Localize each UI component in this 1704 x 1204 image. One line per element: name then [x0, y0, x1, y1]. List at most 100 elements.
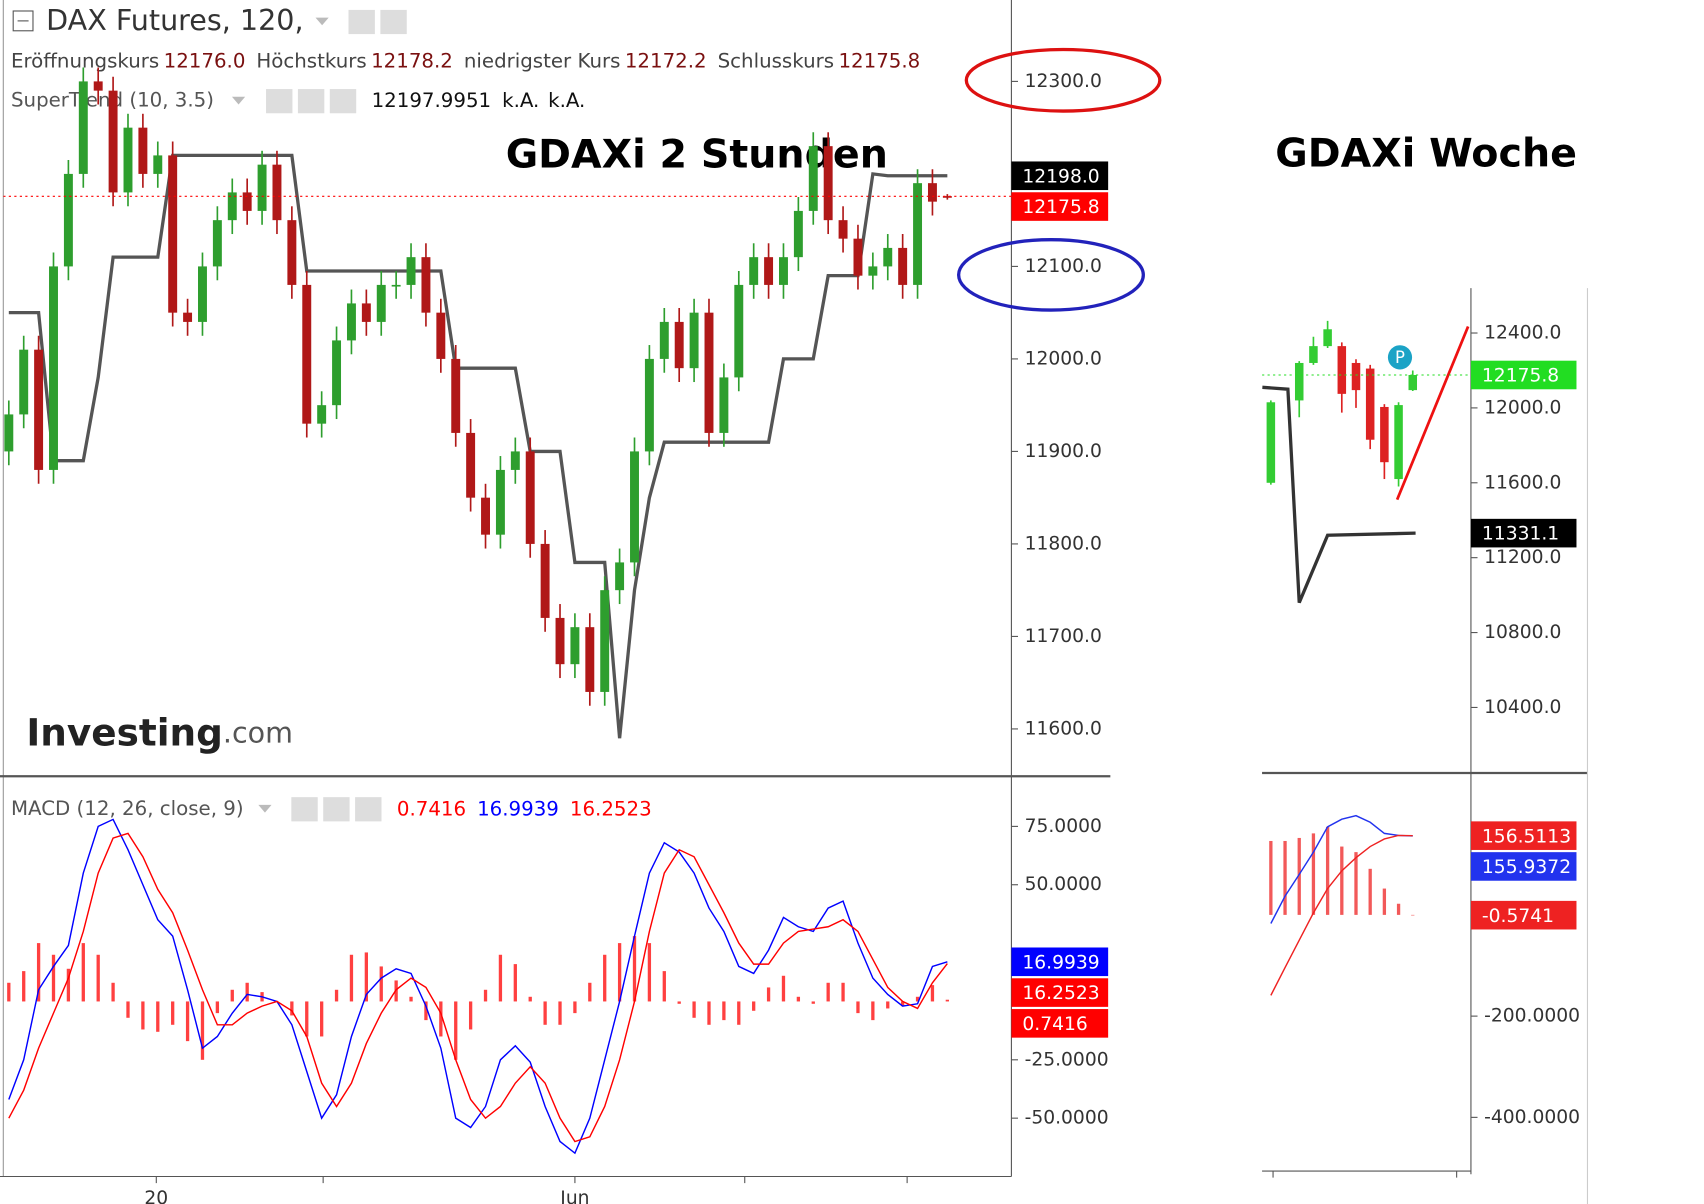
histogram-bar [1411, 914, 1415, 916]
candle-body [1309, 346, 1318, 363]
candle-body [1337, 346, 1347, 394]
histogram-bar [737, 1001, 741, 1025]
price-label: 12175.8 [1022, 197, 1099, 218]
candle-body [1294, 362, 1304, 401]
dropdown-icon[interactable] [231, 96, 246, 105]
histogram-bar [811, 1001, 815, 1004]
remove-icon[interactable] [329, 89, 357, 114]
candle-body [227, 192, 237, 221]
histogram-bar [215, 1001, 220, 1014]
collapse-icon[interactable] [12, 10, 34, 32]
indicator-values: 0.7416 16.9939 16.2523 [397, 797, 652, 820]
indicator-line [1270, 834, 1413, 996]
histogram-bar [81, 943, 85, 1002]
candle-body [153, 155, 163, 174]
candle-body [808, 146, 818, 211]
candle-body [823, 146, 833, 221]
y-tick-label: 12000.0 [1025, 348, 1102, 369]
indicator-value: 0.7416 [397, 797, 466, 820]
candle-body [540, 543, 550, 618]
histogram-bar [692, 1001, 696, 1018]
y-tick-label: -25.0000 [1025, 1049, 1109, 1070]
candle-body [436, 312, 446, 359]
histogram-bar [1368, 868, 1372, 915]
trend-line [1395, 325, 1470, 501]
legend-value: 12172.2 [625, 49, 707, 72]
price-label-box [1011, 192, 1109, 221]
candle-body [600, 590, 610, 692]
candle-body [615, 562, 625, 591]
candle-body [883, 247, 893, 267]
candle-body [1323, 329, 1332, 347]
dropdown-icon[interactable] [258, 804, 272, 813]
histogram-bar [141, 1001, 145, 1030]
histogram-bar [603, 954, 607, 1002]
histogram-bar [409, 996, 413, 1002]
y-tick-label: 12000.0 [1484, 397, 1561, 418]
histogram-bar [96, 954, 100, 1002]
histogram-bar [230, 989, 234, 1002]
dropdown-icon[interactable] [315, 17, 329, 26]
indicator-value: 16.9939 [477, 797, 559, 820]
histogram-bar [558, 1001, 562, 1025]
settings-icon[interactable] [297, 89, 325, 114]
price-label-box [1011, 978, 1109, 1007]
histogram-bar [1396, 903, 1401, 915]
histogram-bar [930, 985, 935, 1002]
candle-body [585, 627, 595, 692]
histogram-bar [796, 996, 801, 1002]
settings-icon[interactable] [380, 9, 407, 35]
histogram-bar [156, 1001, 160, 1032]
histogram-bar [483, 989, 488, 1002]
candle-body [719, 377, 729, 433]
candle-body [78, 81, 88, 174]
y-tick-label: 11800.0 [1025, 533, 1102, 554]
histogram-bar [588, 982, 592, 1002]
y-tick-label: 11200.0 [1484, 547, 1561, 568]
histogram-bar [468, 1001, 473, 1030]
y-tick-label: 12300.0 [1025, 71, 1102, 92]
y-tick-label: 75.0000 [1025, 816, 1102, 837]
histogram-bar [66, 968, 71, 1002]
remove-icon[interactable] [355, 797, 382, 822]
candle-body [93, 81, 103, 91]
candle-body [659, 321, 669, 359]
plot-area: P [1262, 320, 1471, 604]
settings-icon[interactable] [323, 797, 350, 822]
histogram-bar [1354, 852, 1358, 915]
y-tick-label: 50.0000 [1025, 874, 1102, 895]
indicator-value: 12197.9951 [372, 89, 492, 112]
histogram-bar [171, 1001, 175, 1025]
price-label: 12198.0 [1022, 166, 1099, 187]
legend-value: 12178.2 [371, 49, 453, 72]
histogram-bar [111, 982, 115, 1002]
candle-body [332, 340, 342, 406]
price-label: 12175.8 [1482, 366, 1559, 387]
candle-body [495, 469, 505, 535]
y-tick-label: 12400.0 [1484, 323, 1561, 344]
candle-body [927, 183, 937, 202]
histogram-bar [51, 954, 56, 1002]
legend-label: Höchstkurs [256, 49, 366, 72]
indicator-line [8, 832, 948, 1143]
candle-body [630, 451, 639, 563]
legend-label: Eröffnungskurs [11, 49, 159, 72]
candle-body [1365, 368, 1375, 440]
y-tick-label: 11600.0 [1484, 472, 1561, 493]
candle-body [257, 164, 267, 211]
histogram-bar [334, 989, 339, 1002]
candle-body [242, 192, 252, 211]
histogram-bar [245, 982, 249, 1002]
visibility-icon[interactable] [266, 89, 293, 114]
candle-body [317, 405, 327, 424]
candle-body [689, 312, 699, 369]
histogram-bar [1297, 837, 1301, 915]
visibility-icon[interactable] [348, 9, 375, 35]
histogram-bar [498, 954, 503, 1002]
price-label: 11331.1 [1482, 524, 1559, 545]
visibility-icon[interactable] [291, 797, 318, 822]
y-tick-label: -200.0000 [1484, 1006, 1580, 1027]
candle-body [346, 303, 356, 341]
